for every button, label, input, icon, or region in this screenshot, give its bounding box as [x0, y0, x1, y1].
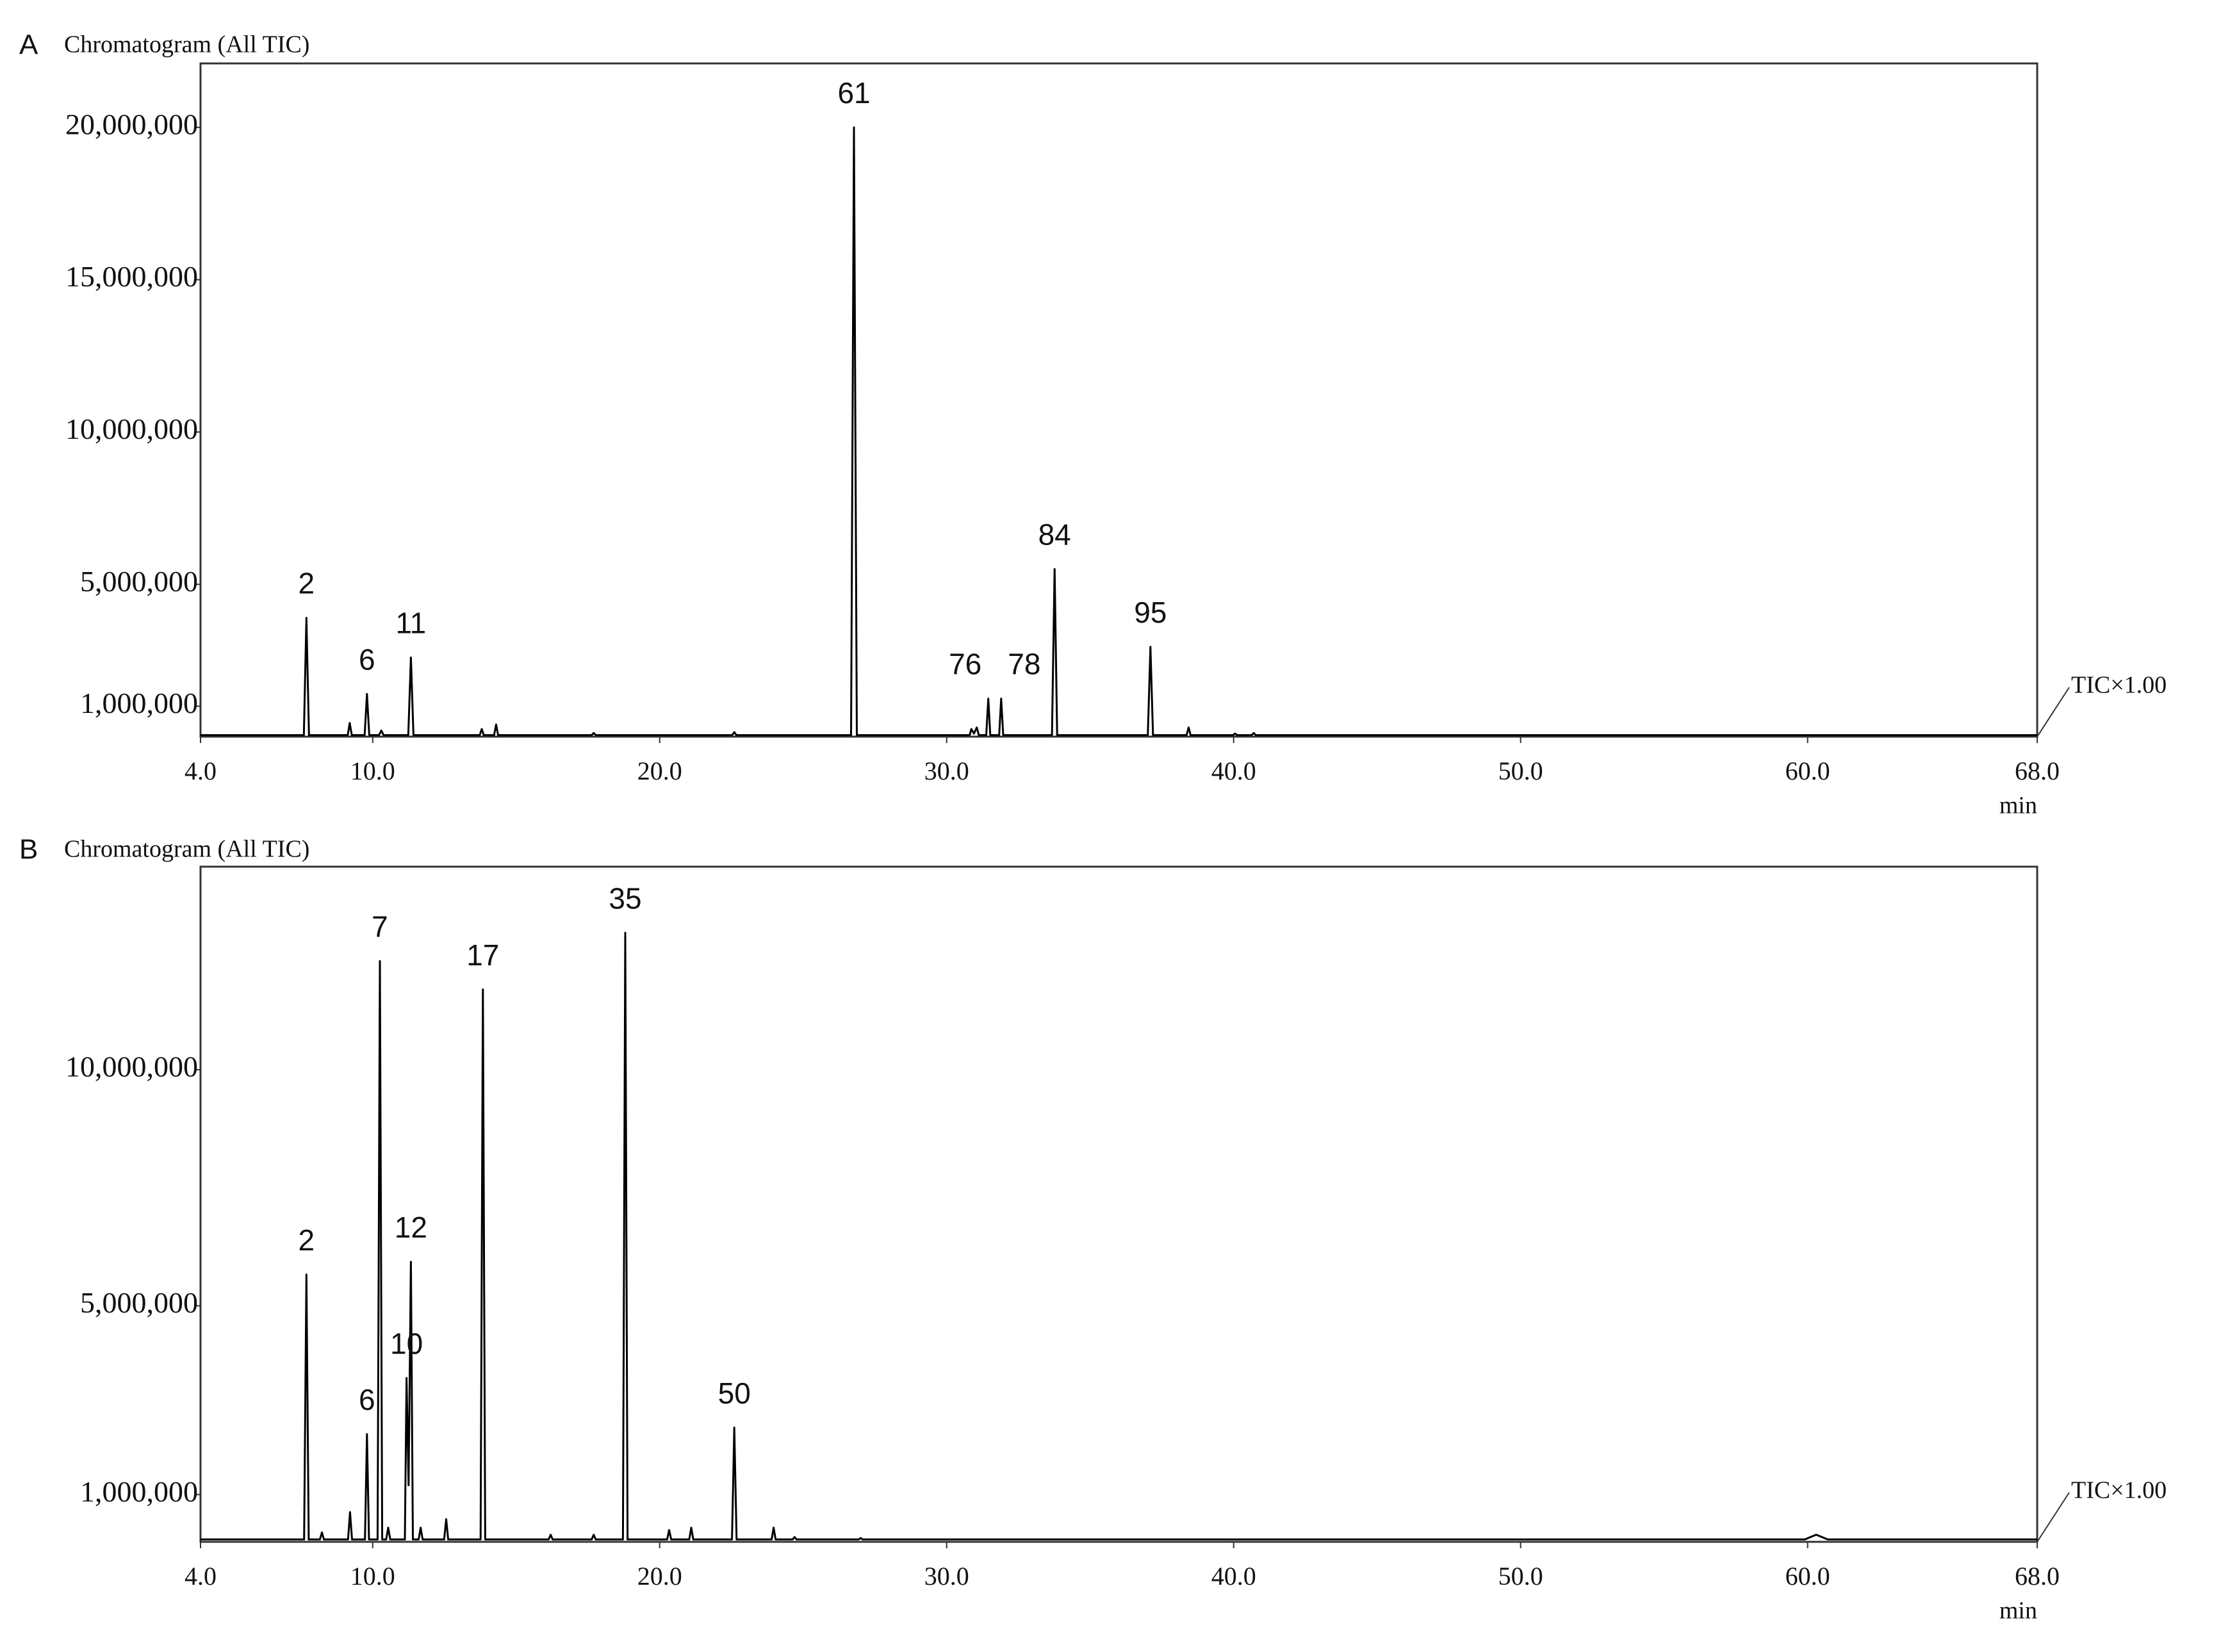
peak-label: 10 [390, 1327, 423, 1360]
trace-label: TIC×1.00 [2071, 672, 2167, 699]
peak-label: 84 [1038, 518, 1071, 552]
panel-label: A [19, 29, 38, 61]
x-tick-label: 68.0 [2015, 756, 2060, 785]
x-tick-label: 40.0 [1211, 756, 1256, 785]
peak-label: 12 [395, 1211, 427, 1244]
peak-label: 61 [837, 76, 870, 110]
y-tick-label: 1,000,000 [80, 687, 198, 719]
y-tick-label: 5,000,000 [80, 565, 198, 598]
y-tick-label: 1,000,000 [80, 1475, 198, 1508]
peak-label: 11 [395, 607, 426, 640]
peak-label: 35 [609, 881, 641, 915]
x-tick-label: 20.0 [637, 1562, 682, 1591]
x-tick-label: 10.0 [350, 1562, 395, 1591]
y-tick-label: 10,000,000 [65, 1050, 198, 1083]
peak-label: 78 [1008, 648, 1040, 681]
chart-title: Chromatogram (All TIC) [64, 836, 309, 863]
x-tick-label: 60.0 [1785, 1562, 1830, 1591]
trace-label-leader [2037, 687, 2070, 737]
x-tick-label: 4.0 [184, 1562, 217, 1591]
x-axis-label: min [1999, 1598, 2037, 1624]
x-tick-label: 68.0 [2015, 1562, 2060, 1591]
x-tick-label: 30.0 [924, 756, 969, 785]
peak-label: 2 [299, 567, 315, 600]
peak-label: 6 [359, 1383, 375, 1416]
chart-title: Chromatogram (All TIC) [64, 31, 309, 58]
peak-label: 50 [718, 1377, 751, 1410]
x-tick-label: 50.0 [1498, 756, 1543, 785]
x-tick-label: 4.0 [184, 756, 217, 785]
peak-label: 6 [359, 643, 375, 676]
tic-trace [201, 931, 2037, 1541]
peak-label: 95 [1134, 596, 1167, 629]
x-tick-label: 50.0 [1498, 1562, 1543, 1591]
x-tick-label: 40.0 [1211, 1562, 1256, 1591]
x-tick-label: 60.0 [1785, 756, 1830, 785]
peak-label: 76 [949, 648, 981, 681]
y-tick-label: 5,000,000 [80, 1286, 198, 1319]
x-axis-label: min [1999, 792, 2037, 819]
peak-label: 2 [299, 1223, 315, 1257]
peak-label: 7 [372, 910, 388, 944]
trace-label: TIC×1.00 [2071, 1477, 2167, 1504]
panel-label: B [19, 834, 38, 865]
x-tick-label: 20.0 [637, 756, 682, 785]
trace-label-leader [2037, 1492, 2070, 1542]
x-tick-label: 30.0 [924, 1562, 969, 1591]
y-tick-label: 20,000,000 [65, 108, 198, 140]
y-tick-label: 10,000,000 [65, 413, 198, 445]
plot-frame [199, 62, 2038, 738]
x-tick-label: 10.0 [350, 756, 395, 785]
plot-frame [199, 865, 2038, 1543]
tic-trace [201, 126, 2037, 737]
peak-label: 17 [466, 938, 499, 972]
y-tick-label: 15,000,000 [65, 260, 198, 293]
